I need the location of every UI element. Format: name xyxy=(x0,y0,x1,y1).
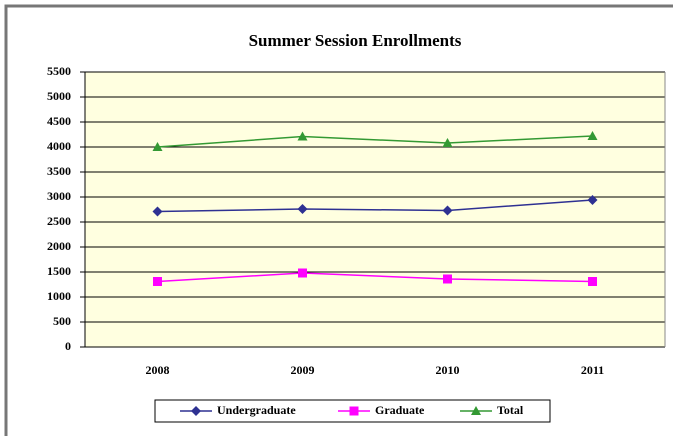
data-point xyxy=(297,131,308,141)
x-tick-label: 2008 xyxy=(146,363,170,377)
data-point xyxy=(587,195,598,205)
y-tick-label: 1000 xyxy=(47,289,71,303)
legend-label: Total xyxy=(497,403,524,417)
y-tick-label: 2500 xyxy=(47,214,71,228)
y-tick-label: 1500 xyxy=(47,264,71,278)
legend-marker xyxy=(349,406,359,416)
x-tick-label: 2009 xyxy=(291,363,315,377)
data-point xyxy=(587,131,598,140)
y-tick-label: 2000 xyxy=(47,239,71,253)
y-tick-label: 500 xyxy=(53,314,71,328)
frame xyxy=(4,4,673,436)
series-line xyxy=(157,135,593,148)
legend-label: Undergraduate xyxy=(217,403,296,417)
data-point xyxy=(298,268,307,278)
y-tick-label: 5000 xyxy=(47,89,71,103)
y-tick-label: 4000 xyxy=(47,139,71,153)
data-point xyxy=(588,277,597,286)
legend-marker xyxy=(471,406,481,415)
y-tick-label: 0 xyxy=(65,339,71,353)
x-tick-label: 2011 xyxy=(581,363,604,377)
legend-label: Graduate xyxy=(375,403,425,417)
legend-marker xyxy=(191,406,201,416)
series-line xyxy=(157,272,593,283)
y-tick-label: 4500 xyxy=(47,114,71,128)
data-point xyxy=(442,138,453,147)
data-point xyxy=(152,142,163,151)
data-point xyxy=(442,205,453,216)
data-point xyxy=(152,206,163,217)
data-point xyxy=(443,274,452,284)
y-tick-label: 3500 xyxy=(47,164,71,178)
data-point xyxy=(297,204,308,214)
chart-title: Summer Session Enrollments xyxy=(249,31,462,50)
x-tick-label: 2010 xyxy=(436,363,460,377)
series-line xyxy=(157,199,593,213)
y-tick-label: 3000 xyxy=(47,189,71,203)
data-point xyxy=(153,277,162,286)
y-tick-label: 5500 xyxy=(47,64,71,78)
